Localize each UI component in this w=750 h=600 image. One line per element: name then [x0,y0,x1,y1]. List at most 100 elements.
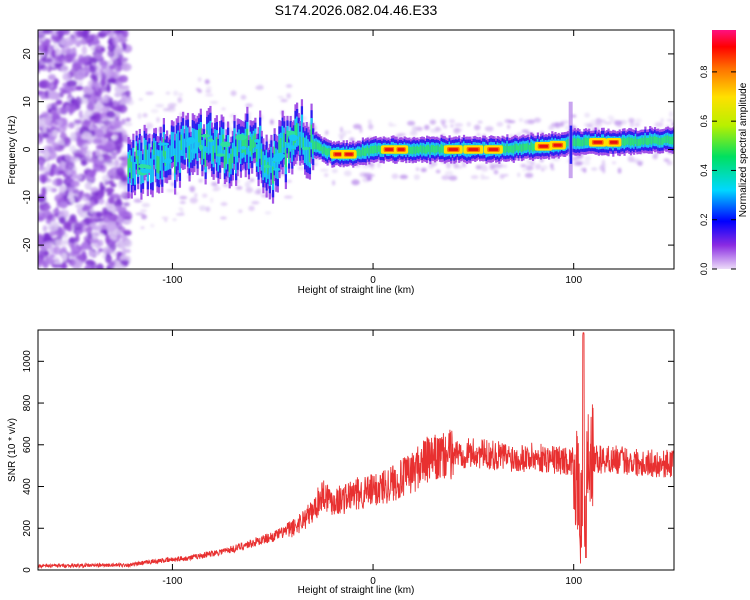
heatmap-cell [284,148,287,168]
heatmap-cell [666,160,673,166]
heatmap-cell [172,132,175,156]
heatmap-cell [277,96,285,99]
heatmap-cell [64,30,71,36]
heatmap-cell [639,138,642,146]
heatmap-cell [331,180,336,186]
heatmap-cell [434,145,437,154]
snr-background [38,330,674,570]
heatmap-cell [652,154,658,160]
heatmap-cell [283,195,293,199]
heatmap-cell [135,146,138,160]
heatmap-cell [220,127,223,156]
heatmap-cell [584,155,592,161]
heatmap-cell [360,149,363,157]
heatmap-cell [86,102,95,112]
heatmap-cell [215,136,218,156]
y-tick-label: 10 [22,96,33,108]
spectrogram-xlabel: Height of straight line (km) [298,285,415,296]
heatmap-cell [196,130,199,161]
heatmap-cell [63,221,71,230]
heatmap-cell [177,96,183,103]
heatmap-cell [107,49,115,58]
heatmap-cell [83,64,89,70]
heatmap-cell [397,133,406,137]
heatmap-cell [626,137,629,145]
heatmap-cell [287,146,291,159]
heatmap-cell [122,229,132,236]
heatmap-cell [263,164,271,169]
heatmap-cell [430,145,434,153]
heatmap-cell [125,89,131,98]
heatmap-cell [97,239,104,247]
heatmap-cell [470,175,479,180]
heatmap-cell [48,91,59,100]
heatmap-cell [285,84,293,88]
heatmap-cell [51,129,59,137]
heatmap-cell [61,57,68,65]
heatmap-cell [85,226,93,234]
heatmap-cell [225,147,228,164]
heatmap-cell [331,168,338,174]
heatmap-cell [246,128,249,148]
heatmap-cell [454,123,464,127]
snr-series [38,332,674,570]
heatmap-cell [47,68,52,73]
heatmap-cell [86,158,96,163]
heatmap-cell [53,40,59,49]
heatmap-cell [93,197,99,203]
heatmap-cell [58,216,66,225]
heatmap-cell [165,91,171,95]
heatmap-cell [346,130,352,134]
heatmap-cell [647,137,650,146]
heatmap-cell [112,71,121,78]
colorbar-tick-label: 0.8 [699,66,709,79]
heatmap-cell [439,119,447,124]
heatmap-cell [77,254,88,262]
heatmap-cell [359,126,363,134]
heatmap-cell [668,111,674,118]
heatmap-cell [530,160,535,167]
heatmap-cell [313,141,316,150]
heatmap-cell [104,68,112,78]
heatmap-cell [420,167,427,173]
heatmap-cell [161,150,164,180]
heatmap-cell [504,146,507,154]
heatmap-cell [663,158,670,162]
heatmap-cell [178,207,184,211]
heatmap-cell [185,125,188,148]
heatmap-cell [42,225,48,232]
heatmap-cell [79,211,88,219]
heatmap-cell [99,181,104,192]
heatmap-cell [54,55,64,63]
snr-frame [37,329,675,571]
heatmap-cell [609,140,618,144]
heatmap-cell [69,214,77,221]
heatmap-cell [197,77,202,83]
heatmap-cell [95,144,104,150]
heatmap-cell [83,193,91,198]
heatmap-cell [519,144,522,151]
heatmap-cell [484,126,494,132]
heatmap-cell [166,189,176,192]
heatmap-cell [157,142,170,146]
heatmap-cell [41,57,53,63]
heatmap-cell [55,239,65,247]
snr-line [38,332,674,570]
heatmap-cell [506,143,509,153]
heatmap-cell [190,141,193,163]
heatmap-cell [116,120,123,129]
heatmap-cell [98,220,110,230]
heatmap-cell [633,138,636,147]
heatmap-cell [38,137,43,145]
heatmap-cell [299,136,302,151]
heatmap-cell [523,119,531,125]
y-tick-label: 400 [22,478,33,495]
heatmap-cell [118,180,124,189]
heatmap-cell [238,129,241,153]
heatmap-cell [644,135,647,144]
heatmap-cell [603,121,612,125]
heatmap-cell [530,166,534,170]
heatmap-cell [671,136,674,145]
heatmap-cell [88,249,94,257]
heatmap-cell [208,138,214,143]
